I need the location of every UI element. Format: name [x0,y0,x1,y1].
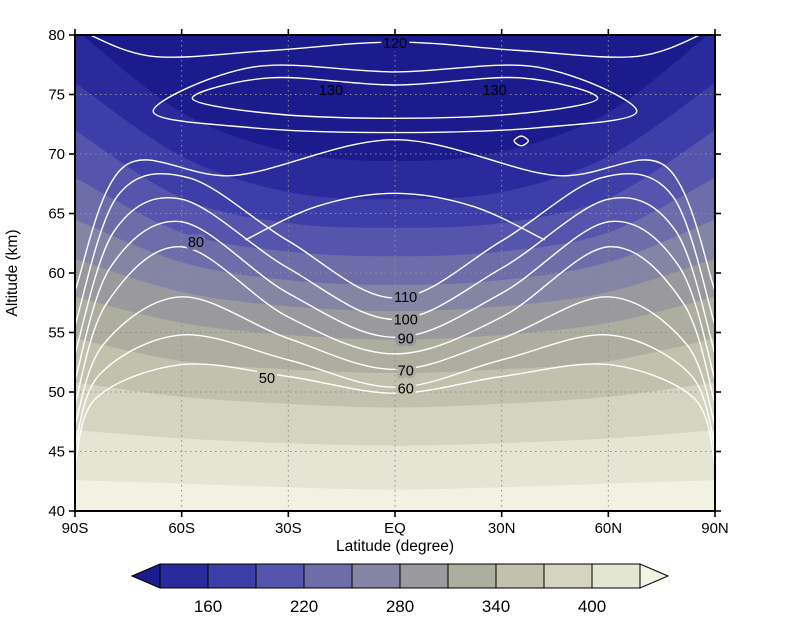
line-70 [75,296,715,426]
colorbar-segment [159,563,209,589]
x-tick-label-60N: 60N [595,520,623,537]
x-tick-label-90S: 90S [62,520,89,537]
colorbar: 160 220 280 340 400 [130,563,670,616]
colorbar-label-280: 280 [386,597,414,616]
colorbar-segment [255,563,305,589]
contour-label-60: 60 [398,381,414,397]
line-speck [513,135,530,147]
x-tick-label-60S: 60S [168,520,195,537]
colorbar-label-400: 400 [578,597,606,616]
colorbar-segment [495,563,545,589]
colorbar-left-arrow [130,563,161,589]
colorbar-segment [447,563,497,589]
contour-label-70: 70 [398,364,414,380]
contour-label-130: 130 [319,83,343,99]
line-50 [75,363,715,465]
y-tick-label-55: 55 [48,325,65,342]
x-tick-label-EQ: EQ [384,520,406,537]
y-tick-label-45: 45 [48,444,65,461]
gridlines [75,35,715,511]
line-130-oval [191,76,599,120]
contour-label-100: 100 [394,312,418,328]
colorbar-segment [351,563,401,589]
contour-label-130: 130 [482,83,506,99]
line-100 [75,197,715,355]
line-90 [75,220,715,381]
colorbar-label-220: 220 [290,597,318,616]
colorbar-segment [207,563,257,589]
shading-bands [75,35,715,511]
contour-label-90: 90 [398,331,414,347]
colorbar-right-arrow [639,563,670,589]
y-tick-label-80: 80 [48,27,65,44]
colorbar-segment [399,563,449,589]
y-tick-label-65: 65 [48,206,65,223]
band-130 [82,35,708,162]
y-axis-title: Altitude (km) [4,230,21,317]
colorbar-segment [543,563,593,589]
line-120-lower [75,138,715,292]
axis-ticks [69,29,721,517]
line-outer-oval [152,64,638,134]
x-axis-title: Latitude (degree) [336,538,454,555]
line-110 [75,173,715,327]
y-tick-label-70: 70 [48,146,65,163]
x-tick-labels: 90S 60S 30S EQ 30N 60N 90N [62,520,729,537]
line-arch [245,192,545,241]
contour-label-80: 80 [188,235,204,251]
line-120-top [88,35,702,58]
x-tick-label-30N: 30N [488,520,516,537]
colorbar-segment [591,563,641,589]
line-60 [75,334,715,447]
y-tick-label-50: 50 [48,384,65,401]
line-80 [75,246,715,405]
colorbar-segment [303,563,353,589]
x-tick-label-90N: 90N [701,520,729,537]
y-tick-labels: 40 45 50 55 60 65 70 75 80 [48,27,65,520]
y-tick-label-60: 60 [48,265,65,282]
contour-label-50: 50 [259,371,275,387]
x-tick-label-30S: 30S [275,520,302,537]
y-tick-label-75: 75 [48,87,65,104]
contour-label-120: 120 [383,36,407,52]
y-tick-label-40: 40 [48,503,65,520]
contour-lines [75,35,715,465]
contour-label-110: 110 [394,290,417,306]
colorbar-label-160: 160 [194,597,222,616]
colorbar-label-340: 340 [482,597,510,616]
